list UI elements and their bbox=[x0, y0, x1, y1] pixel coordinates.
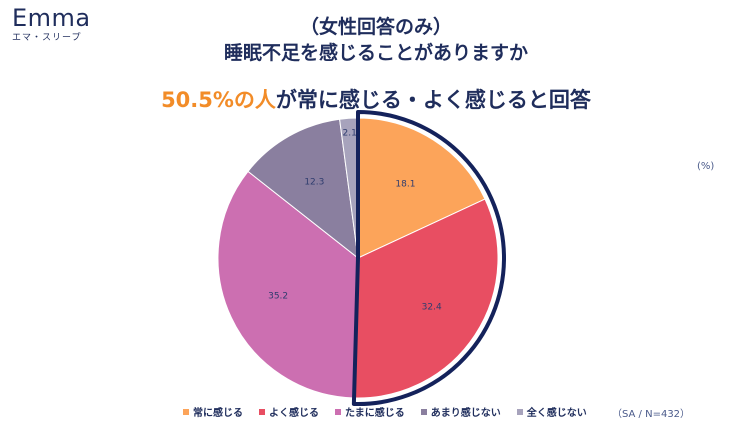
legend-swatch bbox=[259, 408, 265, 415]
slice-value-label: 12.3 bbox=[304, 177, 324, 187]
slice-value-label: 35.2 bbox=[268, 291, 288, 301]
pie-slice bbox=[247, 118, 359, 260]
legend-label: よく感じる bbox=[269, 408, 319, 419]
unit-label: (%) bbox=[697, 161, 715, 172]
legend-item: たまに感じる bbox=[335, 404, 405, 419]
legend-label: あまり感じない bbox=[430, 408, 501, 419]
chart-title-line2: 睡眠不足を感じることがありますか bbox=[223, 42, 528, 64]
emphasis-outline bbox=[351, 110, 506, 406]
pie-slice bbox=[217, 170, 359, 399]
brand-logo: Emma エマ・スリープ bbox=[12, 4, 91, 43]
chart-legend: 常に感じる よく感じる たまに感じる あまり感じない 全く感じない bbox=[183, 404, 587, 419]
legend-swatch bbox=[516, 408, 523, 415]
headline-rest: が常に感じる・よく感じると回答 bbox=[275, 88, 591, 112]
legend-item: あまり感じない bbox=[420, 404, 501, 419]
legend-label: 全く感じない bbox=[526, 408, 587, 419]
sample-note: （SA / N=432） bbox=[612, 409, 691, 420]
brand-subtitle: エマ・スリープ bbox=[12, 33, 82, 43]
pie-slice bbox=[353, 198, 499, 399]
slice-value-label: 2.1 bbox=[343, 128, 357, 138]
legend-item: よく感じる bbox=[259, 404, 319, 419]
pie-slice bbox=[357, 117, 486, 259]
slice-value-label: 32.4 bbox=[422, 302, 442, 312]
brand-name: Emma bbox=[12, 4, 91, 32]
legend-label: 常に感じる bbox=[193, 408, 243, 419]
slice-value-label: 18.1 bbox=[395, 180, 415, 190]
legend-swatch bbox=[420, 408, 427, 415]
legend-item: 全く感じない bbox=[516, 404, 587, 419]
headline-highlight: 50.5%の人 bbox=[161, 88, 276, 112]
headline: 50.5%の人が常に感じる・よく感じると回答 bbox=[0, 84, 752, 114]
legend-label: たまに感じる bbox=[345, 408, 405, 419]
legend-swatch bbox=[183, 408, 189, 415]
legend-swatch bbox=[335, 408, 341, 415]
legend-item: 常に感じる bbox=[183, 404, 243, 419]
chart-title-line1: （女性回答のみ） bbox=[299, 16, 452, 38]
